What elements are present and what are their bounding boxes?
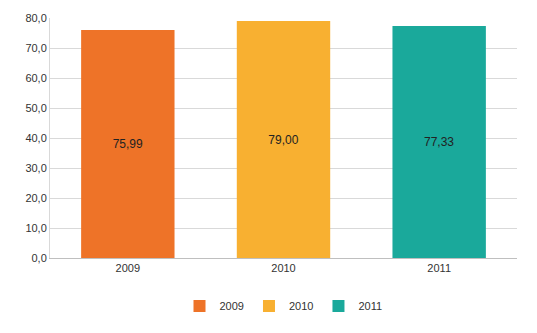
svg-text:79,00: 79,00 [268, 133, 298, 147]
svg-text:2011: 2011 [358, 300, 382, 312]
svg-text:75,99: 75,99 [113, 137, 143, 151]
svg-text:0,0: 0,0 [32, 252, 47, 264]
svg-text:77,33: 77,33 [424, 135, 454, 149]
svg-text:70,0: 70,0 [25, 42, 46, 54]
svg-text:30,0: 30,0 [25, 162, 46, 174]
svg-text:40,0: 40,0 [25, 132, 46, 144]
svg-text:80,0: 80,0 [25, 12, 46, 24]
svg-text:2009: 2009 [220, 300, 244, 312]
svg-text:20,0: 20,0 [25, 192, 46, 204]
svg-text:2010: 2010 [271, 262, 295, 274]
svg-text:10,0: 10,0 [25, 222, 46, 234]
svg-text:60,0: 60,0 [25, 72, 46, 84]
svg-text:2011: 2011 [427, 262, 451, 274]
svg-text:2009: 2009 [116, 262, 140, 274]
svg-text:50,0: 50,0 [25, 102, 46, 114]
svg-text:2010: 2010 [289, 300, 313, 312]
